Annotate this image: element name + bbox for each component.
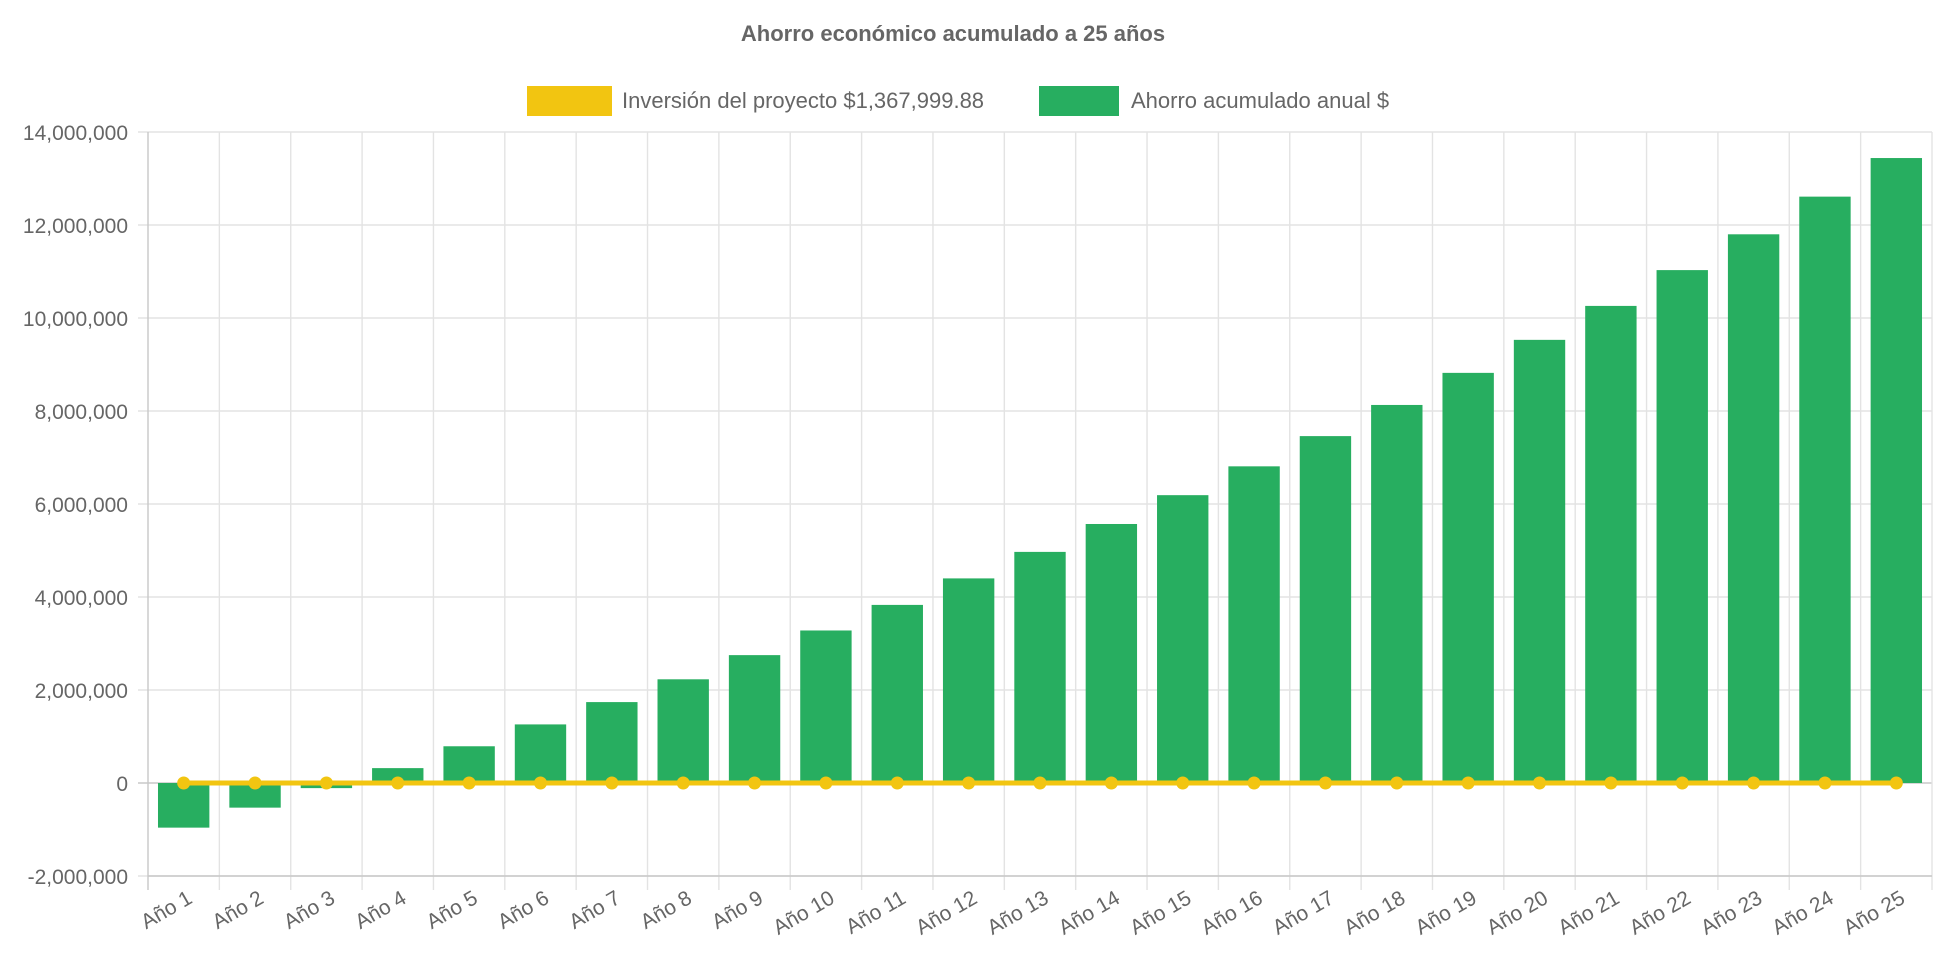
x-tick-label: Año 4 <box>351 886 410 934</box>
y-tick-label: 2,000,000 <box>35 680 128 703</box>
line-point[interactable] <box>462 776 476 790</box>
line-point[interactable] <box>319 776 333 790</box>
legend-swatch-investment <box>527 86 612 116</box>
x-tick-label: Año 18 <box>1340 886 1409 939</box>
x-tick-label: Año 6 <box>494 886 553 933</box>
x-tick-label: Año 20 <box>1483 886 1552 939</box>
bar[interactable] <box>1727 234 1780 784</box>
y-tick-label: 4,000,000 <box>35 587 128 610</box>
bar[interactable] <box>1371 404 1423 783</box>
bar[interactable] <box>800 630 852 783</box>
legend-label-savings: Ahorro acumulado anual $ <box>1131 88 1389 113</box>
x-tick-label: Año 2 <box>209 886 268 933</box>
y-tick-label: 6,000,000 <box>35 494 128 517</box>
line-point[interactable] <box>1818 776 1832 790</box>
x-tick-label: Año 22 <box>1626 886 1695 939</box>
x-tick-label: Año 8 <box>637 886 696 933</box>
bar[interactable] <box>1085 523 1138 783</box>
line-point[interactable] <box>177 776 191 790</box>
gridlines <box>138 131 1933 890</box>
bar[interactable] <box>586 702 638 783</box>
line-point[interactable] <box>391 776 405 790</box>
x-tick-label: Año 19 <box>1412 886 1481 939</box>
x-tick-label: Año 10 <box>769 886 838 939</box>
bar[interactable] <box>1870 158 1923 784</box>
bar[interactable] <box>372 768 424 783</box>
legend-item-savings[interactable]: Ahorro acumulado anual $ <box>1039 86 1389 116</box>
x-tick-label: Año 15 <box>1126 886 1195 939</box>
bar[interactable] <box>157 783 210 828</box>
line-point[interactable] <box>1889 776 1903 790</box>
line-point[interactable] <box>1675 776 1689 790</box>
x-tick-label: Año 1 <box>137 886 196 933</box>
y-tick-label: 8,000,000 <box>35 401 128 424</box>
line-series <box>177 776 1903 790</box>
x-tick-label: Año 11 <box>842 886 910 938</box>
y-tick-label: 0 <box>116 773 128 796</box>
x-tick-label: Año 13 <box>983 886 1052 939</box>
line-point[interactable] <box>1318 776 1332 790</box>
line-point[interactable] <box>1247 776 1261 790</box>
bar[interactable] <box>1014 551 1066 783</box>
x-tick-label: Año 7 <box>565 886 624 933</box>
legend: Inversión del proyecto $1,367,999.88 Aho… <box>527 86 1389 116</box>
x-tick-label: Año 9 <box>708 886 767 933</box>
x-tick-label: Año 23 <box>1697 886 1766 939</box>
x-tick-label: Año 5 <box>423 886 482 933</box>
bar[interactable] <box>1799 196 1851 783</box>
line-point[interactable] <box>605 776 619 790</box>
line-point[interactable] <box>962 776 976 790</box>
line-point[interactable] <box>1390 776 1404 790</box>
line-point[interactable] <box>819 776 833 790</box>
x-tick-label: Año 24 <box>1768 886 1837 939</box>
line-point[interactable] <box>1533 776 1547 790</box>
line-point[interactable] <box>676 776 690 790</box>
line-point[interactable] <box>1461 776 1475 790</box>
x-tick-label: Año 21 <box>1554 886 1623 939</box>
bar[interactable] <box>728 655 781 783</box>
line-point[interactable] <box>1176 776 1190 790</box>
bar[interactable] <box>1513 339 1566 783</box>
bar[interactable] <box>1228 466 1280 783</box>
line-point[interactable] <box>1747 776 1761 790</box>
y-tick-label: -2,000,000 <box>28 866 128 889</box>
bar[interactable] <box>942 578 995 783</box>
bar[interactable] <box>514 724 567 783</box>
line-point[interactable] <box>248 776 262 790</box>
legend-label-investment: Inversión del proyecto $1,367,999.88 <box>622 88 984 113</box>
bar[interactable] <box>657 679 709 783</box>
x-tick-label: Año 12 <box>912 886 981 939</box>
bar[interactable] <box>1585 305 1637 783</box>
line-point[interactable] <box>1604 776 1618 790</box>
bar[interactable] <box>1656 270 1708 784</box>
bar-series <box>157 158 1923 828</box>
x-tick-label: Año 16 <box>1197 886 1266 939</box>
bar[interactable] <box>871 604 923 783</box>
legend-item-investment[interactable]: Inversión del proyecto $1,367,999.88 <box>527 86 984 116</box>
line-point[interactable] <box>1104 776 1118 790</box>
y-tick-label: 14,000,000 <box>23 122 128 145</box>
x-tick-label: Año 14 <box>1055 886 1124 939</box>
y-axis: 14,000,000 12,000,000 10,000,000 8,000,000 6… <box>23 122 128 889</box>
x-axis: Año 1 Año 2 Año 3 Año 4 Año 5 Año 6 Año 7 Año 8… <box>137 886 1909 939</box>
line-point[interactable] <box>533 776 547 790</box>
x-tick-label: Año 25 <box>1840 886 1909 939</box>
bar[interactable] <box>1299 436 1352 783</box>
y-tick-label: 12,000,000 <box>23 215 128 238</box>
chart-title: Ahorro económico acumulado a 25 años <box>741 21 1165 46</box>
line-point[interactable] <box>748 776 762 790</box>
x-tick-label: Año 17 <box>1269 886 1338 939</box>
bar[interactable] <box>1157 495 1209 783</box>
legend-swatch-savings <box>1039 86 1119 116</box>
bar[interactable] <box>1442 372 1494 783</box>
line-point[interactable] <box>1033 776 1047 790</box>
y-tick-label: 10,000,000 <box>23 308 128 331</box>
line-point[interactable] <box>890 776 904 790</box>
x-tick-label: Año 3 <box>280 886 339 933</box>
